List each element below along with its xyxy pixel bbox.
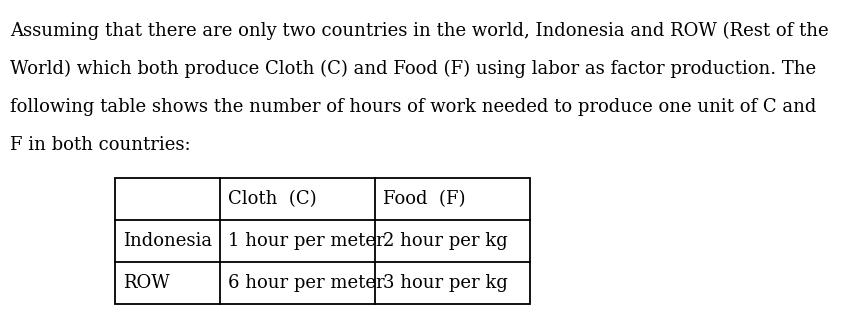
Text: Assuming that there are only two countries in the world, Indonesia and ROW (Rest: Assuming that there are only two countri…	[10, 22, 828, 41]
Text: 1 hour per meter: 1 hour per meter	[228, 232, 385, 250]
Text: 2 hour per kg: 2 hour per kg	[383, 232, 507, 250]
Text: ROW: ROW	[123, 274, 169, 292]
Text: following table shows the number of hours of work needed to produce one unit of : following table shows the number of hour…	[10, 99, 817, 117]
Text: F in both countries:: F in both countries:	[10, 136, 191, 154]
Text: World) which both produce Cloth (C) and Food (F) using labor as factor productio: World) which both produce Cloth (C) and …	[10, 60, 817, 78]
Bar	[115, 178, 530, 304]
Text: Cloth  (C): Cloth (C)	[228, 190, 317, 208]
Text: 3 hour per kg: 3 hour per kg	[383, 274, 508, 292]
Text: Food  (F): Food (F)	[383, 190, 466, 208]
Text: Indonesia: Indonesia	[123, 232, 212, 250]
Text: 6 hour per meter: 6 hour per meter	[228, 274, 385, 292]
